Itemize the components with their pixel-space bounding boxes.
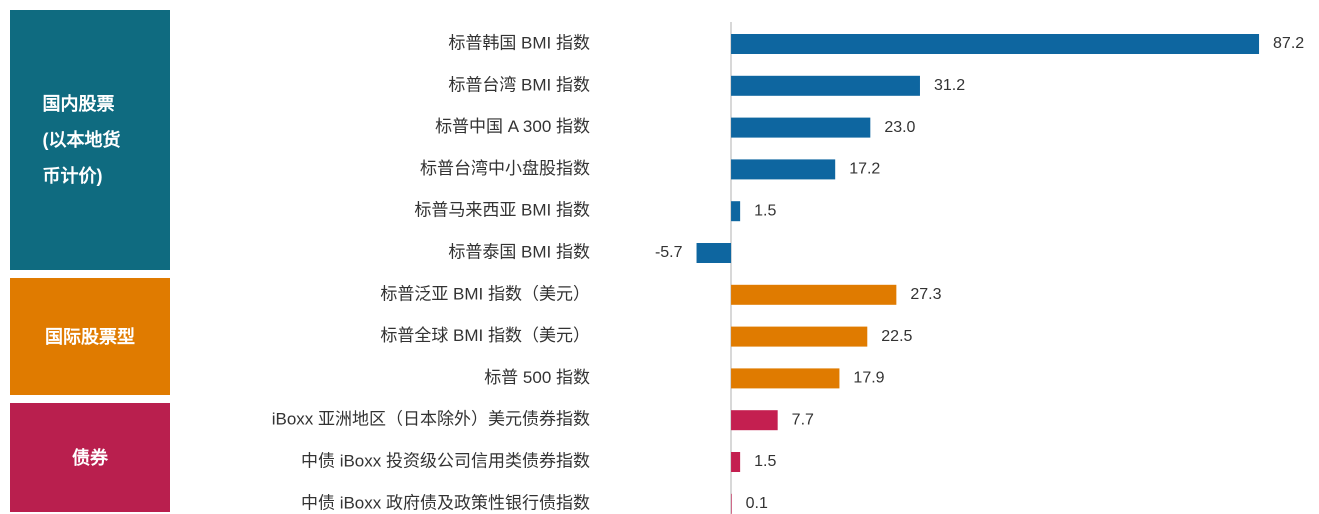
value-label: 27.3: [910, 286, 941, 303]
value-label: 17.2: [849, 161, 880, 178]
bar: [731, 493, 732, 514]
category-label: 中债 iBoxx 投资级公司信用类债券指数: [301, 451, 590, 470]
value-label: 87.2: [1273, 35, 1304, 52]
value-label: 1.5: [754, 202, 776, 219]
category-label: 标普台湾中小盘股指数: [420, 159, 590, 178]
bar: [731, 284, 897, 305]
bar: [731, 368, 840, 389]
category-label: 标普 500 指数: [484, 368, 590, 387]
value-label: 0.1: [746, 495, 768, 512]
category-label: 标普中国 A 300 指数: [435, 117, 590, 136]
category-label: 中债 iBoxx 政府债及政策性银行债指数: [301, 493, 590, 512]
bar: [731, 117, 871, 138]
bar: [731, 326, 868, 347]
group-box: 债券: [10, 403, 170, 512]
bar: [696, 243, 732, 263]
value-label: 1.5: [754, 453, 776, 470]
category-label: 标普全球 BMI 指数（美元）: [380, 326, 590, 345]
bar: [731, 201, 741, 222]
group-box: 国际股票型: [10, 277, 170, 396]
value-label: 22.5: [881, 328, 912, 345]
value-label: -5.7: [655, 244, 683, 261]
group-label: 国内股票(以本地货币计价): [42, 93, 121, 186]
category-label: 标普马来西亚 BMI 指数: [414, 201, 590, 220]
category-label: 标普泰国 BMI 指数: [448, 242, 590, 261]
value-label: 23.0: [884, 119, 915, 136]
group-label: 国际股票型: [45, 326, 135, 347]
category-label: 标普韩国 BMI 指数: [448, 33, 590, 52]
bar: [731, 452, 741, 472]
category-label: 标普台湾 BMI 指数: [448, 75, 590, 94]
value-label: 31.2: [934, 77, 965, 94]
group-label: 债券: [72, 447, 108, 468]
bar: [731, 159, 836, 180]
category-label: 标普泛亚 BMI 指数（美元）: [380, 284, 590, 303]
group-box: 国内股票(以本地货币计价): [10, 10, 170, 270]
value-label: 7.7: [792, 411, 814, 428]
bar: [731, 34, 1260, 54]
bar: [731, 410, 778, 431]
category-label: iBoxx 亚洲地区（日本除外）美元债券指数: [272, 410, 590, 429]
value-label: 17.9: [853, 370, 884, 387]
bar: [731, 75, 920, 96]
